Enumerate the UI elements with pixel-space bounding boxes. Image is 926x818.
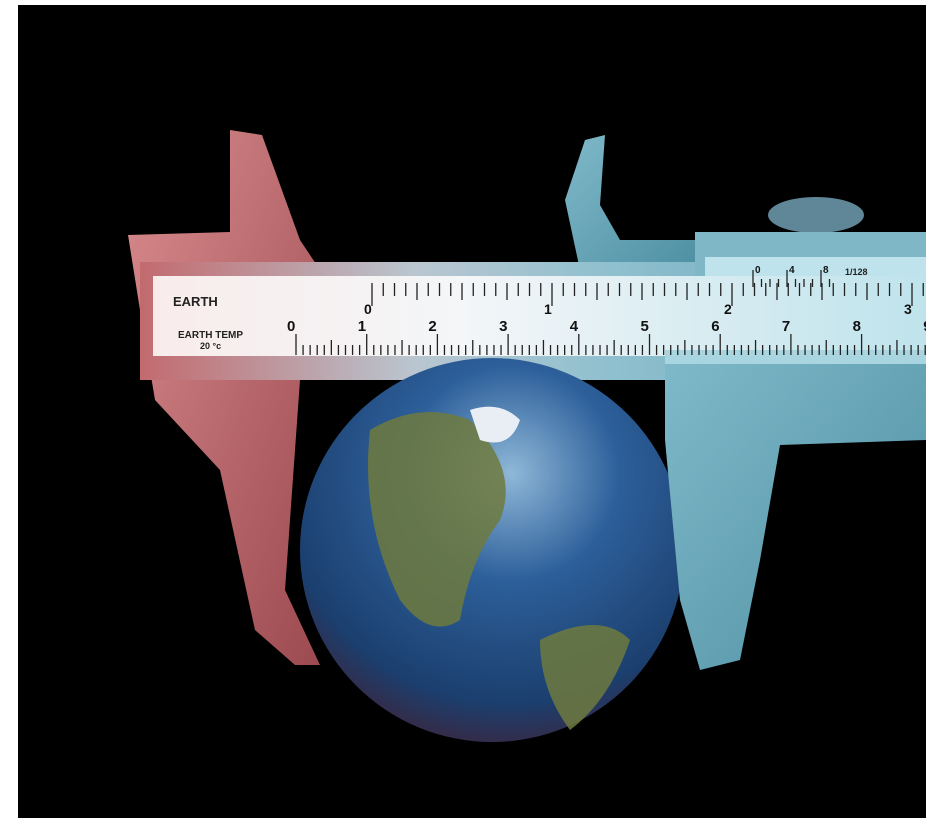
- lower-vernier: [665, 350, 926, 364]
- continent: [540, 625, 630, 730]
- scale-strip: [153, 276, 926, 356]
- lower-scale-number: 5: [641, 318, 649, 335]
- lower-scale-number: 3: [499, 318, 507, 335]
- lower-scale-number: 1: [358, 318, 366, 335]
- earth-temp-value: 20 °c: [200, 341, 221, 351]
- earth-label: EARTH: [173, 294, 218, 309]
- lower-scale-number: 8: [853, 318, 861, 335]
- lower-scale-number: 0: [287, 318, 295, 335]
- earth-temp-label: EARTH TEMP: [178, 330, 243, 341]
- continent: [368, 412, 506, 627]
- lower-scale-number: 6: [711, 318, 719, 335]
- lower-scale-number: 4: [570, 318, 579, 335]
- vernier-unit: 1/128: [845, 267, 868, 277]
- blue-lower-jaw: [665, 360, 926, 670]
- lower-scale-number: 7: [782, 318, 790, 335]
- ice: [470, 406, 520, 443]
- blue-upper-jaw: [565, 135, 700, 270]
- upper-scale-number: 2: [724, 301, 732, 317]
- lower-scale-number: 9: [923, 318, 926, 335]
- thumb-wheel: [768, 197, 864, 233]
- upper-scale-number: 3: [904, 301, 912, 317]
- vernier-number: 0: [755, 265, 761, 276]
- upper-scale-number: 0: [364, 301, 372, 317]
- vernier-number: 4: [789, 265, 795, 276]
- vernier-number: 8: [823, 265, 829, 276]
- upper-scale-number: 1: [544, 301, 552, 317]
- lower-scale-number: 2: [428, 318, 436, 335]
